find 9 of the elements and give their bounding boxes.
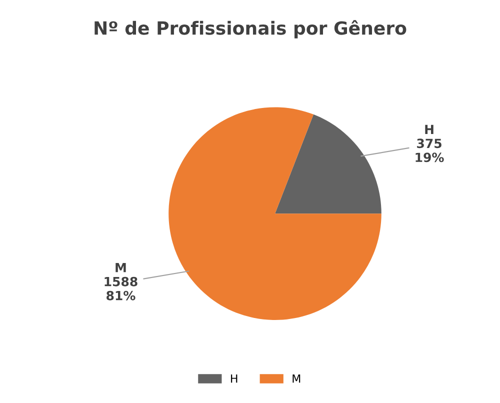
- slice-label: M: [116, 263, 126, 272]
- chart-title: Nº de Profissionais por Gênero: [94, 20, 406, 38]
- legend-label: M: [292, 374, 300, 383]
- pie-slice: [168, 107, 382, 320]
- slice-label: H: [425, 124, 434, 134]
- data-label: 1588 81%: [104, 276, 138, 300]
- data-label: 375 19%: [416, 138, 444, 162]
- pie-slice: [275, 114, 382, 214]
- legend-label: H: [231, 374, 238, 383]
